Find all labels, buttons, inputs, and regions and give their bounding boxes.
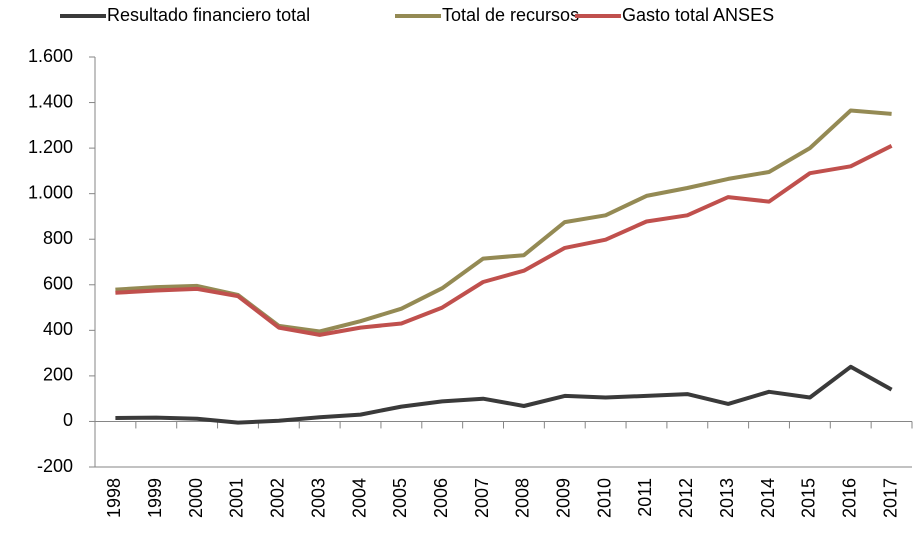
y-tick-label: -200 <box>37 456 73 476</box>
x-tick-label: 2005 <box>390 478 410 518</box>
y-tick-label: 1.200 <box>28 137 73 157</box>
x-tick-label: 1998 <box>104 478 124 518</box>
y-tick-label: 1.600 <box>28 46 73 66</box>
x-tick-label: 2007 <box>472 478 492 518</box>
x-tick-label: 2013 <box>717 478 737 518</box>
series-line <box>115 108 892 334</box>
x-tick-label: 2001 <box>227 478 247 518</box>
x-tick-label: 2014 <box>758 478 778 518</box>
x-tick-label: 2009 <box>554 478 574 518</box>
x-tick-label: 2003 <box>308 478 328 518</box>
x-tick-label: 2011 <box>635 478 655 517</box>
x-tick-label: 2016 <box>839 478 859 518</box>
y-tick-label: 1.400 <box>28 91 73 111</box>
y-tick-label: 1.000 <box>28 182 73 202</box>
legend-label: Total de recursos <box>442 5 579 25</box>
y-tick-label: 0 <box>63 410 73 430</box>
y-tick-label: 600 <box>43 274 73 294</box>
x-tick-label: 2002 <box>268 478 288 518</box>
x-tick-label: 2000 <box>186 478 206 518</box>
x-tick-label: 2008 <box>513 478 533 518</box>
x-tick-label: 1999 <box>145 478 165 518</box>
x-tick-label: 2017 <box>880 478 900 518</box>
series-line <box>115 144 893 337</box>
y-tick-label: 800 <box>43 228 73 248</box>
y-tick-label: 200 <box>43 365 73 385</box>
x-tick-label: 2004 <box>349 478 369 518</box>
y-tick-label: 400 <box>43 319 73 339</box>
legend-label: Resultado financiero total <box>107 5 310 25</box>
legend-label: Gasto total ANSES <box>622 5 774 25</box>
x-tick-label: 2010 <box>594 478 614 518</box>
x-tick-label: 2012 <box>676 478 696 518</box>
series-line <box>115 364 893 425</box>
x-tick-label: 2006 <box>431 478 451 518</box>
x-tick-label: 2015 <box>799 478 819 518</box>
